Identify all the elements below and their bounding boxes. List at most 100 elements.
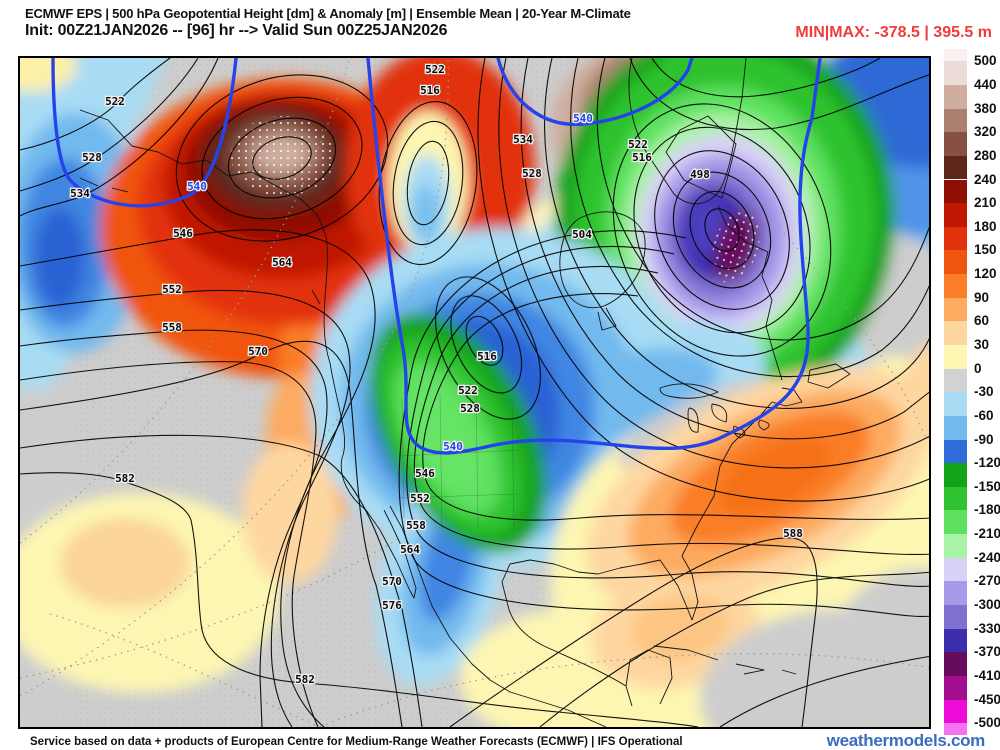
- colorbar-tick-label: -180: [974, 502, 1000, 518]
- colorbar-band: [944, 699, 967, 724]
- graticule-dotted-lines: [20, 58, 929, 727]
- contour-label-534: 534: [513, 133, 533, 146]
- contour-label-528: 528: [460, 402, 480, 415]
- colorbar-band: [944, 344, 967, 369]
- contour-label-540: 540: [573, 112, 593, 125]
- colorbar-tick-label: 500: [974, 53, 997, 69]
- contour-label-564: 564: [400, 543, 420, 556]
- colorbar-band: [944, 84, 967, 109]
- contour-label-504: 504: [572, 228, 592, 241]
- colorbar-tick-label: -450: [974, 691, 1000, 707]
- colorbar-tick-label: 280: [974, 148, 997, 164]
- colorbar-band: [944, 723, 967, 736]
- contour-label-582: 582: [115, 472, 135, 485]
- contour-label-528: 528: [522, 167, 542, 180]
- contour-label-516: 516: [477, 350, 497, 363]
- contour-label-558: 558: [162, 321, 182, 334]
- contour-label-528: 528: [82, 151, 102, 164]
- colorbar-tick-label: 380: [974, 100, 997, 116]
- colorbar-tick-label: 180: [974, 218, 997, 234]
- contour-540-highlight: [51, 58, 822, 455]
- colorbar-band: [944, 203, 967, 227]
- contour-label-522: 522: [425, 63, 445, 76]
- colorbar-band: [944, 368, 967, 393]
- colorbar-tick-label: -60: [974, 408, 994, 424]
- colorbar-tick-label: -240: [974, 549, 1000, 565]
- colorbar-tick-label: 440: [974, 77, 997, 93]
- contour-labels: 5225285345405465525585645705825225165405…: [69, 62, 804, 688]
- colorbar-tick-label: 0: [974, 360, 982, 376]
- contour-label-552: 552: [410, 492, 430, 505]
- colorbar-band: [944, 415, 967, 440]
- colorbar-tick-label: 150: [974, 242, 997, 258]
- colorbar-band: [944, 250, 967, 275]
- colorbar-band: [944, 392, 967, 416]
- colorbar-band: [944, 510, 967, 535]
- anomaly-map-svg: 5225285345405465525585645705825225165405…: [20, 58, 929, 727]
- map-canvas: 522 528 534 540 546 552 558 564 570 582 522 516 540 5…: [18, 56, 931, 729]
- contour-label-552: 552: [162, 283, 182, 296]
- colorbar-tick-label: -330: [974, 620, 1000, 636]
- colorbar-band: [944, 581, 967, 605]
- contour-label-540: 540: [187, 180, 207, 193]
- colorbar-tick-label: 120: [974, 266, 997, 282]
- colorbar-band: [944, 463, 967, 487]
- contour-label-582: 582: [295, 673, 315, 686]
- anomaly-colorbar: 500 440 380 320 280 240 210 180 150 120 90 60 30 0 -30…: [944, 49, 1000, 739]
- colorbar-tick-label: -370: [974, 644, 1000, 660]
- colorbar-band: [944, 557, 967, 582]
- colorbar-tick-label: -500: [974, 715, 1000, 731]
- contour-label-498: 498: [690, 168, 710, 181]
- contour-label-546: 546: [173, 227, 193, 240]
- colorbar-tick-label: 60: [974, 313, 990, 329]
- chart-init-valid-line: Init: 00Z21JAN2026 -- [96] hr --> Valid …: [25, 22, 448, 39]
- colorbar-tick-label: 210: [974, 195, 997, 211]
- contour-label-534: 534: [70, 187, 90, 200]
- colorbar-band: [944, 605, 967, 629]
- colorbar-band: [944, 226, 967, 251]
- colorbar-band: [944, 534, 967, 558]
- weathermodels-logo[interactable]: weathermodels.com: [826, 731, 986, 750]
- colorbar-band: [944, 61, 967, 85]
- colorbar-tick-label: -30: [974, 384, 994, 400]
- colorbar-tick-label: 90: [974, 289, 990, 305]
- colorbar-band: [944, 274, 967, 298]
- colorbar-tick-label: -120: [974, 455, 1000, 471]
- coastlines: [79, 58, 851, 727]
- colorbar-band: [944, 486, 967, 511]
- colorbar-tick-label: -300: [974, 597, 1000, 613]
- contour-label-540: 540: [443, 440, 463, 453]
- contour-label-546: 546: [415, 467, 435, 480]
- height-contours: [20, 58, 929, 727]
- contour-label-570: 570: [382, 575, 402, 588]
- contour-label-558: 558: [406, 519, 426, 532]
- colorbar-tick-label: -270: [974, 573, 1000, 589]
- colorbar-band: [944, 155, 967, 180]
- state-borders: [397, 389, 521, 531]
- colorbar-tick-label: -410: [974, 668, 1000, 684]
- contour-label-522: 522: [105, 95, 125, 108]
- contour-label-516: 516: [632, 151, 652, 164]
- contour-label-588: 588: [783, 527, 803, 540]
- contour-label-516: 516: [420, 84, 440, 97]
- colorbar-band: [944, 321, 967, 345]
- colorbar-tick-label: -150: [974, 479, 1000, 495]
- colorbar-band: [944, 108, 967, 133]
- colorbar-tick-label: -90: [974, 431, 994, 447]
- chart-title: ECMWF EPS | 500 hPa Geopotential Height …: [25, 6, 631, 21]
- colorbar-band: [944, 652, 967, 676]
- colorbar-tick-label: -210: [974, 526, 1000, 542]
- colorbar-band: [944, 297, 967, 322]
- attribution-text: Service based on data + products of Euro…: [30, 736, 683, 748]
- colorbar-band: [944, 132, 967, 156]
- minmax-readout: MIN|MAX: -378.5 | 395.5 m: [795, 24, 992, 41]
- colorbar-band: [944, 179, 967, 204]
- contour-label-564: 564: [272, 256, 292, 269]
- contour-label-522: 522: [628, 138, 648, 151]
- colorbar-band: [944, 49, 967, 62]
- colorbar-tick-label: 320: [974, 124, 997, 140]
- contour-label-576: 576: [382, 599, 402, 612]
- colorbar-tick-label: 30: [974, 337, 990, 353]
- colorbar-band: [944, 675, 967, 700]
